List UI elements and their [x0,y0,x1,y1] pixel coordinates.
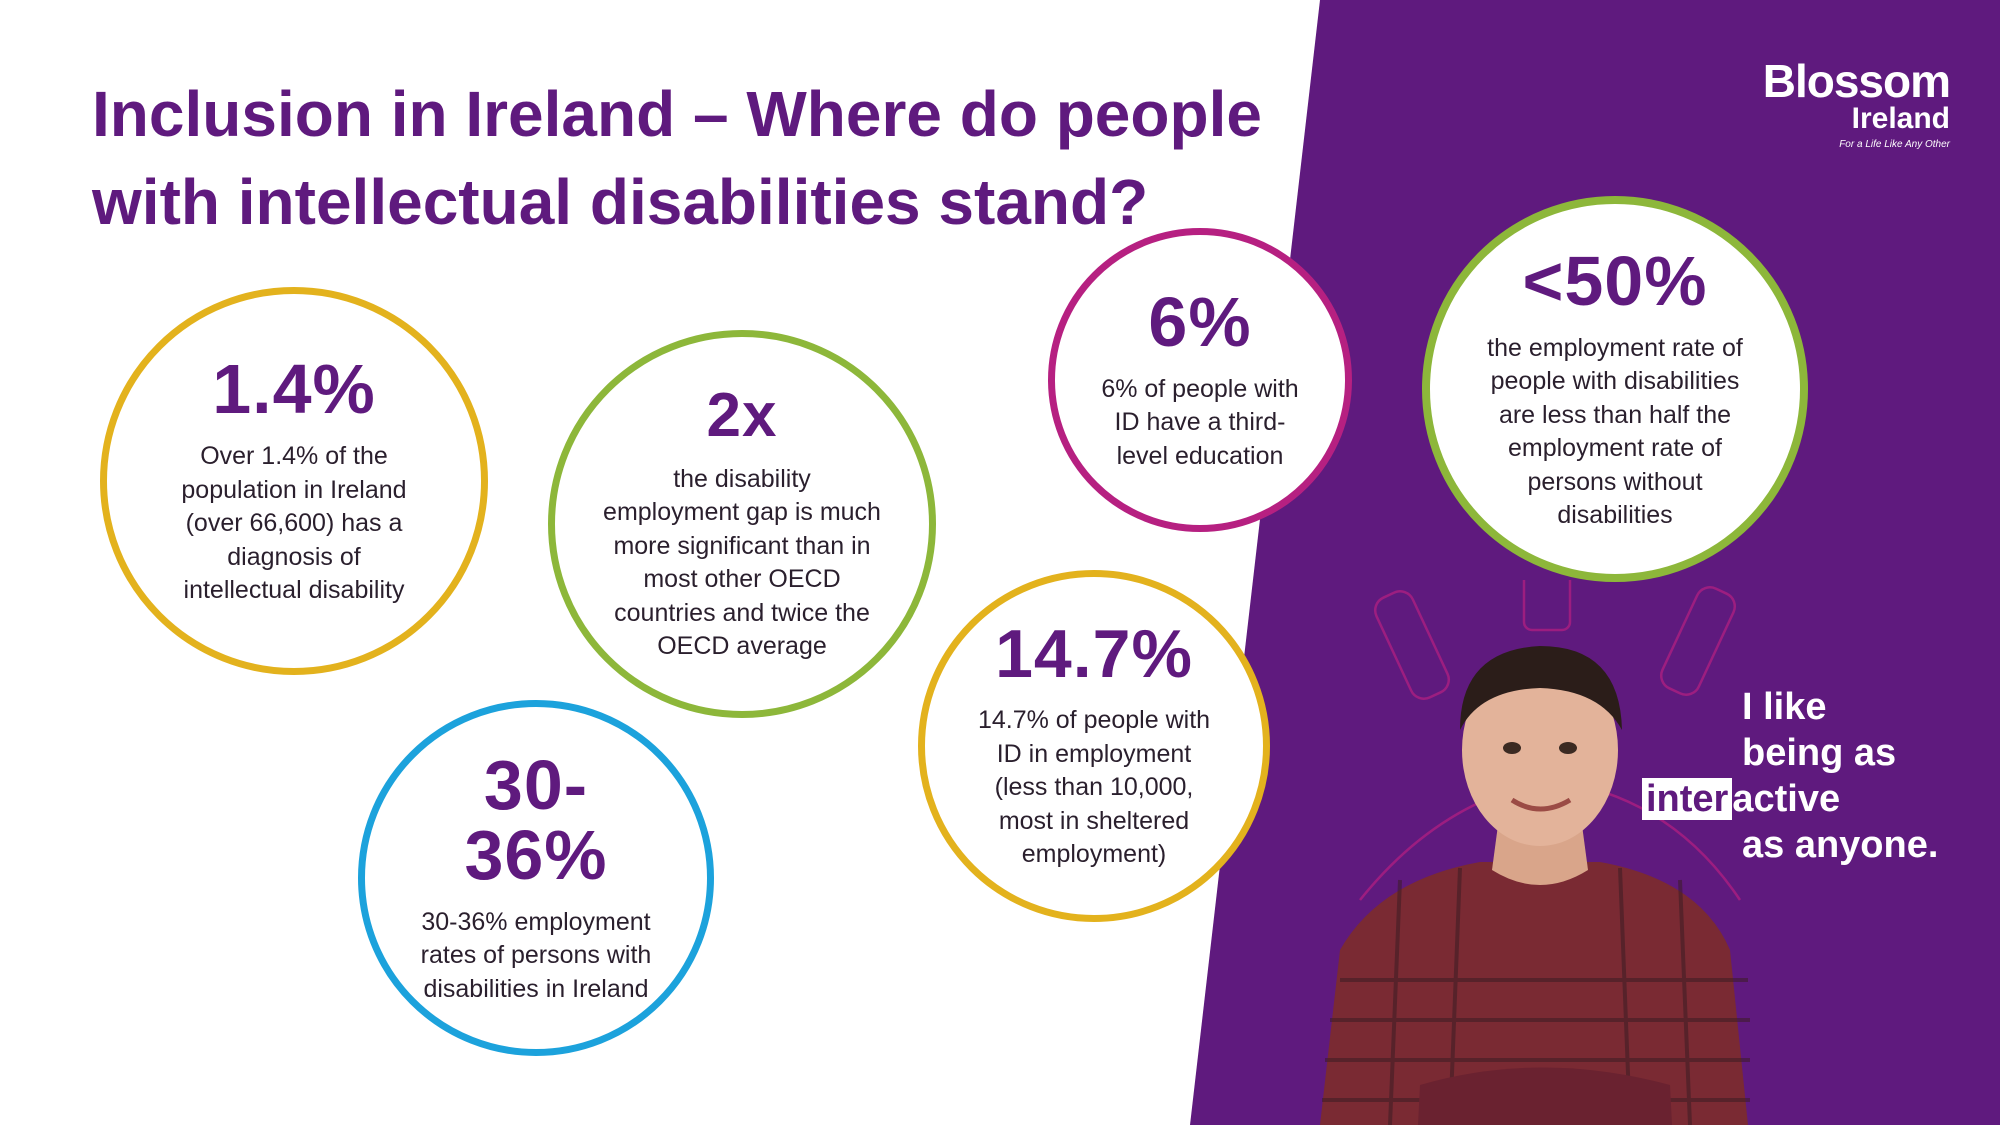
stat-description: Over 1.4% of the population in Ireland (… [181,442,407,605]
logo-word-blossom: Blossom [1762,55,1951,107]
quote-line-3: active [1732,778,1841,820]
stat-value: 2x [706,380,778,450]
stat-description: 30-36% employment rates of persons with … [420,907,652,1003]
stat-circle-1-4-percent: 1.4% Over 1.4% of the population in Irel… [100,287,488,675]
stat-value: <50% [1522,241,1708,320]
headline-line-2: with intellectual disabilities stand? [92,166,1149,238]
stat-value: 6% [1148,282,1252,361]
quote-line-1: I like [1742,686,1827,728]
quote-text: I like being as inter active as anyone. [1642,684,1939,868]
stat-circle-30-36-percent: 30-36% 30-36% employment rates of person… [358,700,714,1056]
person-photo [1320,580,1750,1125]
stat-description: the disability employment gap is much mo… [603,464,881,661]
stat-value: 1.4% [212,350,376,429]
headline-line-1: Inclusion in Ireland – Where do people [92,78,1262,150]
stat-circle-2x: 2x the disability employment gap is much… [548,330,936,718]
stat-description: 6% of people with ID have a third-level … [1101,374,1299,470]
blossom-ireland-logo: Blossom Ireland For a Life Like Any Othe… [1760,55,1951,152]
logo-word-ireland: Ireland [1851,102,1950,135]
stat-value: 14.7% [995,616,1193,693]
quote-line-2: being as [1742,732,1897,774]
page-headline: Inclusion in Ireland – Where do people w… [92,70,1292,246]
stat-value: 30-36% [464,745,608,894]
stat-circle-less-than-50-percent: <50% the employment rate of people with … [1422,196,1808,582]
stat-circle-6-percent: 6% 6% of people with ID have a third-lev… [1048,228,1352,532]
stat-description: the employment rate of people with disab… [1487,333,1743,530]
stat-circle-14-7-percent: 14.7% 14.7% of people with ID in employm… [918,570,1270,922]
stat-description: 14.7% of people with ID in employment (l… [977,706,1211,869]
logo-tagline: For a Life Like Any Other [1839,139,1950,150]
quote-line-4: as anyone. [1742,824,1939,866]
quote-highlight: inter [1642,778,1733,820]
